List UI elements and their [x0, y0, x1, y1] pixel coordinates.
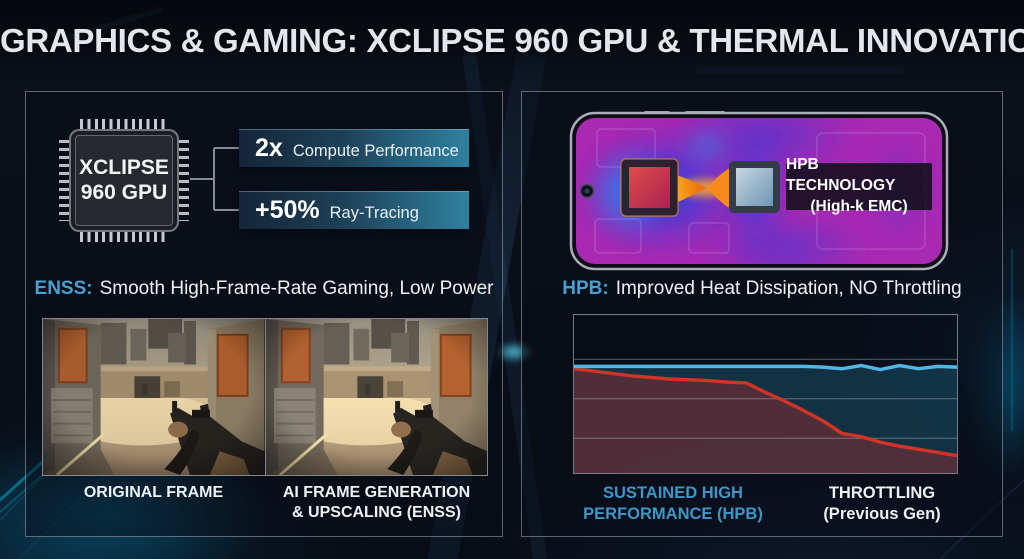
left-panel-gpu: XCLIPSE 960 GPU 2x Compute Performance +…: [25, 91, 503, 537]
hpb-caption-text: Improved Heat Dissipation, NO Throttling: [615, 278, 962, 299]
throttling-caption: THROTTLING (Previous Gen): [823, 484, 941, 524]
cool-chip-icon: [729, 161, 780, 213]
performance-chart-svg: [574, 358, 957, 473]
chip-name-line1: XCLIPSE: [79, 155, 169, 179]
ray-tracing-value: +50%: [255, 196, 320, 224]
enss-caption: ENSS: Smooth High-Frame-Rate Gaming, Low …: [26, 278, 502, 300]
chip-pins-right: [179, 140, 189, 221]
chip-name-line2: 960 GPU: [80, 180, 168, 204]
hpb-technology-line2: (High-k EMC): [810, 197, 908, 215]
hpb-caption-prefix: HPB:: [562, 278, 609, 299]
phone-thermal-image: HPB TECHNOLOGY (High-k EMC): [569, 111, 949, 271]
heat-flow-icon: [676, 167, 731, 209]
hot-chip-icon: [620, 158, 679, 217]
slide-title: GRAPHICS & GAMING: XCLIPSE 960 GPU & THE…: [0, 22, 1024, 59]
enss-caption-text: Smooth High-Frame-Rate Gaming, Low Power: [99, 278, 494, 299]
ray-tracing-badge: +50% Ray-Tracing: [239, 191, 469, 229]
enss-caption-prefix: ENSS:: [34, 278, 93, 299]
chip-pins-left: [59, 140, 69, 221]
hpb-technology-line1: HPB TECHNOLOGY: [786, 156, 896, 195]
compute-performance-label: Compute Performance: [292, 142, 459, 160]
sustained-performance-caption: SUSTAINED HIGH PERFORMANCE (HPB): [583, 484, 763, 524]
hpb-caption: HPB: Improved Heat Dissipation, NO Thrott…: [522, 278, 1002, 300]
chip-pins-top: [80, 119, 168, 129]
performance-chart: [573, 314, 958, 474]
game-frame-comparison: [42, 318, 488, 476]
compute-performance-value: 2x: [255, 134, 283, 162]
game-frame-enss: [264, 319, 487, 475]
compute-performance-badge: 2x Compute Performance: [239, 129, 469, 167]
chip-pins-bottom: [80, 232, 168, 242]
ray-tracing-label: Ray-Tracing: [329, 204, 419, 222]
gpu-chip-icon: XCLIPSE 960 GPU: [59, 119, 189, 242]
ai-frame-label: AI FRAME GENERATION & UPSCALING (ENSS): [282, 484, 471, 522]
original-frame-label: ORIGINAL FRAME: [83, 484, 224, 501]
frame-labels: ORIGINAL FRAME AI FRAME GENERATION & UPS…: [42, 483, 488, 524]
hpb-technology-label: HPB TECHNOLOGY (High-k EMC): [786, 156, 932, 215]
game-frame-original: [43, 319, 265, 475]
right-panel-thermal: HPB TECHNOLOGY (High-k EMC) HPB: Improved…: [521, 91, 1003, 537]
phone-camera-icon: [579, 183, 595, 199]
